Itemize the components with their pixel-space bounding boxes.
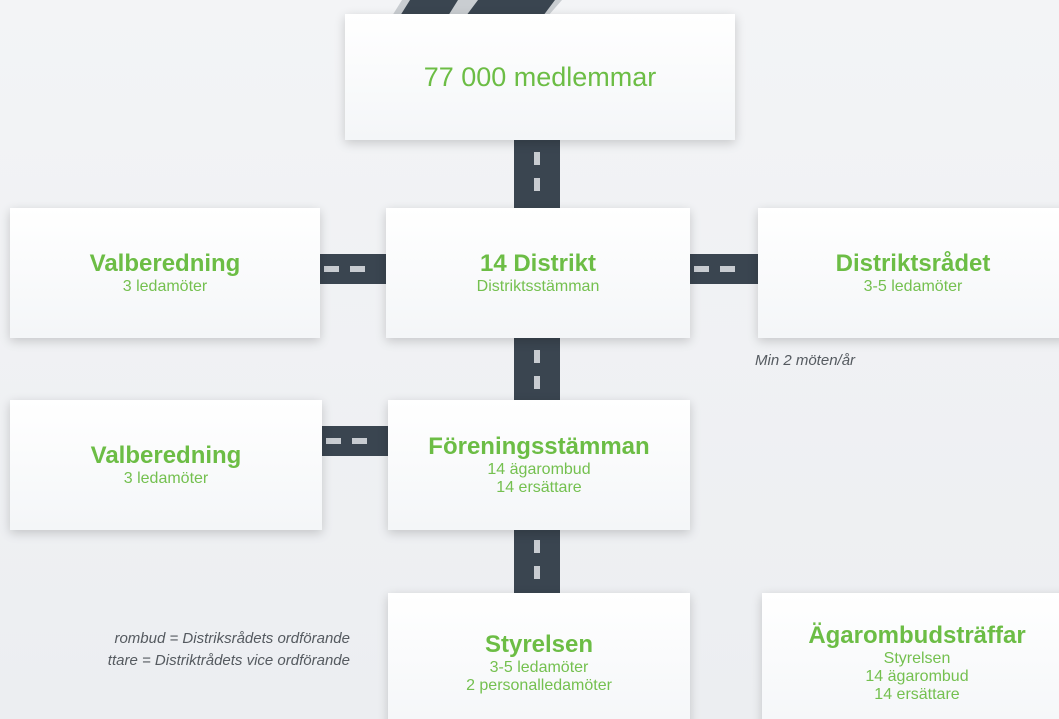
road — [514, 140, 560, 212]
node-title: 77 000 medlemmar — [423, 62, 657, 92]
node-line: 14 ersättare — [874, 686, 960, 703]
road-dash — [350, 266, 365, 272]
node-box: Föreningsstämman 14 ägarombud 14 ersättare — [388, 400, 690, 530]
road-dash — [534, 540, 540, 553]
node-line: 3 ledamöter — [122, 278, 208, 295]
node-line: 14 ägarombud — [487, 461, 591, 478]
note: Min 2 möten/år — [755, 352, 856, 369]
node-title: Ägarombudsträffar — [808, 622, 1026, 649]
node-box: Styrelsen 3-5 ledamöter 2 personalledamöte… — [388, 593, 690, 719]
node-title: Valberedning — [89, 250, 241, 277]
node-box: 77 000 medlemmar — [345, 14, 735, 140]
road — [514, 528, 560, 595]
road-dash — [720, 266, 735, 272]
node-box: Valberedning 3 ledamöter — [10, 208, 320, 338]
road-dash — [534, 566, 540, 579]
node-line: Distriktsstämman — [476, 278, 600, 295]
road-dash — [324, 266, 339, 272]
road-dash — [534, 178, 540, 191]
node-box: Ägarombudsträffar Styrelsen 14 ägarombud 14… — [762, 593, 1059, 719]
node-line: Styrelsen — [883, 650, 951, 667]
legend-line: rombud = Distriksrådets ordförande — [114, 630, 350, 647]
node-box: Valberedning 3 ledamöter — [10, 400, 322, 530]
road — [514, 338, 560, 402]
node-title: Föreningsstämman — [428, 433, 650, 460]
node-box: Distriktsrådet 3-5 ledamöter — [758, 208, 1059, 338]
node-line: 3-5 ledamöter — [863, 278, 963, 295]
road-dash — [534, 350, 540, 363]
node-title: Distriktsrådet — [835, 250, 991, 277]
road-dash — [352, 438, 367, 444]
road-dash — [534, 376, 540, 389]
legend-line: ttare = Distriktrådets vice ordförande — [107, 652, 350, 669]
node-line: 14 ersättare — [496, 479, 582, 496]
node-line: 3-5 ledamöter — [489, 659, 589, 676]
node-title: Styrelsen — [484, 631, 594, 658]
node-line: 14 ägarombud — [865, 668, 969, 685]
road-dash — [534, 152, 540, 165]
road-dash — [326, 438, 341, 444]
node-line: 2 personalledamöter — [466, 677, 612, 694]
top-road — [466, 0, 555, 16]
road-dash — [694, 266, 709, 272]
node-box: 14 Distrikt Distriktsstämman — [386, 208, 690, 338]
node-title: Valberedning — [90, 442, 242, 469]
top-road — [400, 0, 458, 16]
node-line: 3 ledamöter — [123, 470, 209, 487]
node-title: 14 Distrikt — [479, 250, 597, 277]
